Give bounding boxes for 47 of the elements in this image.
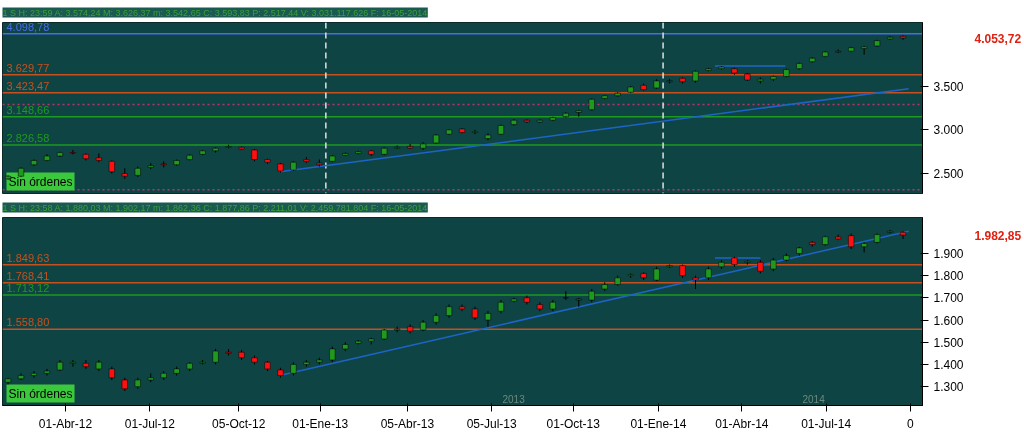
ref-line-label: 1.849,63 (6, 251, 50, 264)
candlestick (484, 310, 492, 328)
x-tick-label: 01-Ene-14 (630, 416, 687, 431)
ref-line-label: 4.098,78 (6, 20, 50, 33)
y-tick-label: 1.700 (933, 291, 964, 306)
y-tick-label: 1.500 (933, 335, 964, 350)
ref-line-label: 1.713,12 (6, 281, 50, 294)
candlestick (900, 34, 907, 41)
candlestick (95, 152, 102, 163)
ref-line-label: 2.826,58 (6, 132, 50, 145)
candlestick (900, 230, 907, 240)
text: 4.053,72 (974, 31, 1022, 46)
ref-line-label: 3.148,66 (6, 103, 50, 116)
candlestick (82, 359, 89, 370)
annotation: 2013 (502, 393, 526, 405)
y-tick-label: 3.000 (933, 123, 964, 138)
x-tick-label: 0 (907, 416, 915, 431)
y-tick-label: 1.900 (933, 246, 964, 261)
ref-line-label: 3.423,47 (6, 79, 50, 92)
candlestick (861, 45, 868, 56)
annotation: Sin órdenes (8, 386, 73, 401)
candlestick (471, 129, 479, 135)
x-tick-label: 01-Jul-12 (124, 416, 176, 431)
ref-line-label: 1.558,80 (6, 316, 50, 329)
y-tick-label: 3.500 (933, 79, 964, 94)
x-tick-label: 05-Abr-13 (380, 416, 435, 431)
y-tick-label: 2.500 (933, 167, 964, 182)
x-tick-label: 01-Abr-12 (38, 416, 93, 431)
x-tick-label: 05-Oct-12 (212, 416, 266, 431)
y-tick-label: 1.400 (933, 357, 964, 372)
candlestick (861, 241, 868, 253)
annotation: 2014 (802, 393, 826, 405)
candlestick (69, 149, 76, 155)
y-tick-label: 1.300 (933, 380, 964, 395)
y-tick-label: 1.800 (933, 269, 964, 284)
candlestick (69, 359, 76, 368)
x-tick-label: 01-Jul-14 (801, 416, 852, 431)
ref-line-label: 1.768,41 (6, 269, 50, 282)
x-tick-label: 01-Ene-13 (292, 416, 349, 431)
ref-line-label: 3.629,77 (6, 61, 50, 74)
x-tick-label: 01-Oct-13 (546, 416, 601, 431)
x-tick-label: 01-Abr-14 (715, 416, 769, 431)
y-tick-label: 1.600 (933, 313, 964, 328)
text: 1.982,85 (974, 228, 1022, 243)
x-tick-label: 05-Jul-13 (466, 416, 518, 431)
candlestick (30, 370, 38, 379)
annotation: Sin órdenes (8, 174, 73, 189)
